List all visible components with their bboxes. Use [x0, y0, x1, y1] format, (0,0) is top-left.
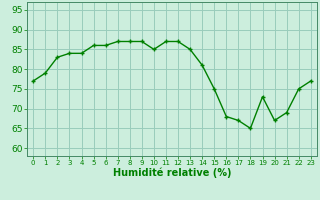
- X-axis label: Humidité relative (%): Humidité relative (%): [113, 168, 231, 178]
